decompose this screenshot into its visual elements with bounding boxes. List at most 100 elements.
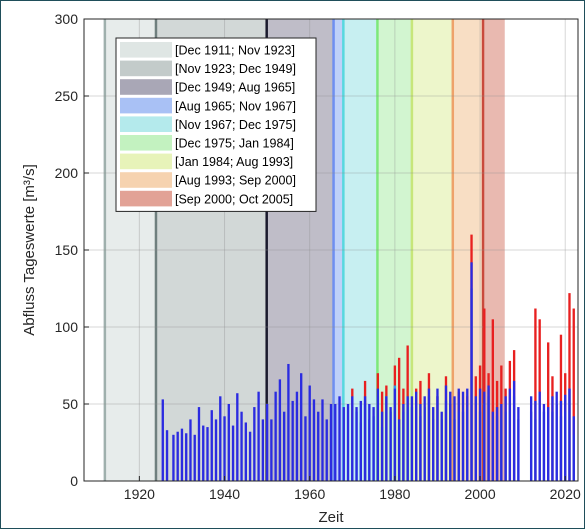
data-bar	[206, 427, 209, 481]
data-bar	[227, 404, 230, 481]
data-bar	[572, 308, 575, 481]
data-bar	[491, 319, 494, 481]
data-bar	[291, 400, 294, 481]
data-bar	[551, 396, 554, 481]
data-bar	[397, 419, 401, 481]
legend-label: [Aug 1993; Sep 2000]	[175, 174, 296, 188]
data-bar	[180, 428, 184, 481]
data-bar	[295, 391, 299, 481]
data-bar	[547, 407, 550, 481]
legend-swatch	[120, 190, 172, 207]
legend-swatch	[120, 172, 172, 188]
data-bar	[542, 404, 546, 481]
legend-swatch	[120, 60, 172, 77]
data-bar	[185, 433, 188, 481]
data-bar	[487, 385, 490, 481]
data-bar	[325, 419, 328, 481]
data-bar	[436, 388, 439, 481]
data-bar	[351, 396, 354, 481]
data-bar	[393, 388, 397, 481]
data-bar	[440, 411, 443, 481]
data-bar	[534, 308, 537, 481]
data-bar	[355, 407, 358, 481]
x-tick-label: 1920	[124, 486, 155, 502]
data-bar	[342, 407, 345, 481]
data-bar	[470, 262, 473, 481]
legend-label: [Dec 1975; Jan 1984]	[175, 137, 294, 151]
data-bar	[534, 400, 537, 481]
data-bar	[376, 388, 380, 481]
data-bar	[240, 411, 243, 481]
data-bar	[334, 404, 337, 481]
data-bar	[346, 404, 350, 481]
data-bar	[338, 396, 341, 481]
legend-label: [Aug 1965; Nov 1967]	[175, 99, 296, 113]
legend: [Dec 1911; Nov 1923] [Nov 1923; Dec 1949]…	[115, 37, 317, 212]
data-bar	[538, 391, 541, 481]
legend-swatch	[120, 42, 172, 58]
data-bar	[253, 407, 256, 481]
data-bar	[317, 411, 320, 481]
data-bar	[483, 391, 486, 481]
data-bar	[210, 410, 213, 481]
x-tick-label: 2020	[550, 486, 581, 502]
data-bar	[529, 396, 533, 481]
data-bar	[372, 407, 375, 481]
data-bar	[321, 399, 324, 481]
data-bar	[282, 411, 286, 481]
data-bar	[389, 407, 392, 481]
data-bar	[363, 396, 367, 481]
data-bar	[248, 431, 252, 481]
data-bar	[564, 394, 567, 481]
data-bar	[419, 404, 422, 481]
data-bar	[559, 400, 563, 481]
data-bar	[231, 425, 235, 481]
legend-label: [Nov 1967; Dec 1975]	[175, 118, 296, 132]
data-bar	[161, 399, 164, 481]
data-bar	[402, 404, 405, 481]
data-bar	[500, 404, 503, 481]
data-bar	[457, 388, 460, 481]
legend-swatch	[120, 153, 172, 170]
data-bar	[385, 396, 388, 481]
data-bar	[172, 434, 175, 481]
data-bar	[568, 293, 571, 481]
x-tick-label: 1960	[294, 486, 325, 502]
axis-ticks: 0 50 100 150 200 250 300 1920 1940 1960 1980 2000 20…	[55, 11, 581, 502]
data-bar	[312, 399, 316, 481]
y-tick-label: 100	[55, 319, 79, 335]
data-bar	[474, 396, 477, 481]
data-bar	[444, 385, 448, 481]
data-bar	[427, 388, 431, 481]
x-axis-label: Zeit	[318, 509, 344, 526]
data-bar	[517, 407, 520, 481]
data-bar	[449, 391, 452, 481]
data-bar	[287, 363, 290, 481]
data-bar	[495, 407, 499, 481]
y-tick-label: 300	[55, 11, 79, 27]
data-bar	[261, 419, 265, 481]
legend-label: [Dec 1911; Nov 1923]	[175, 44, 295, 58]
data-bar	[568, 388, 571, 481]
data-bar	[329, 404, 333, 481]
x-tick-label: 1940	[209, 486, 240, 502]
data-bar	[423, 396, 426, 481]
data-bar	[165, 430, 169, 481]
data-bar	[176, 431, 179, 481]
data-bar	[278, 379, 282, 481]
data-bar	[491, 411, 494, 481]
data-bar	[410, 396, 414, 481]
data-bar	[189, 419, 192, 481]
period-band	[483, 19, 505, 481]
data-bar	[274, 391, 277, 481]
data-bar	[504, 396, 507, 481]
data-bar	[461, 391, 465, 481]
y-tick-label: 250	[55, 88, 79, 104]
y-tick-label: 50	[62, 396, 78, 412]
data-bar	[478, 388, 482, 481]
legend-swatch	[120, 97, 172, 114]
period-band	[333, 19, 344, 481]
data-bar	[359, 400, 362, 481]
legend-label: [Jan 1984; Aug 1993]	[175, 155, 293, 169]
